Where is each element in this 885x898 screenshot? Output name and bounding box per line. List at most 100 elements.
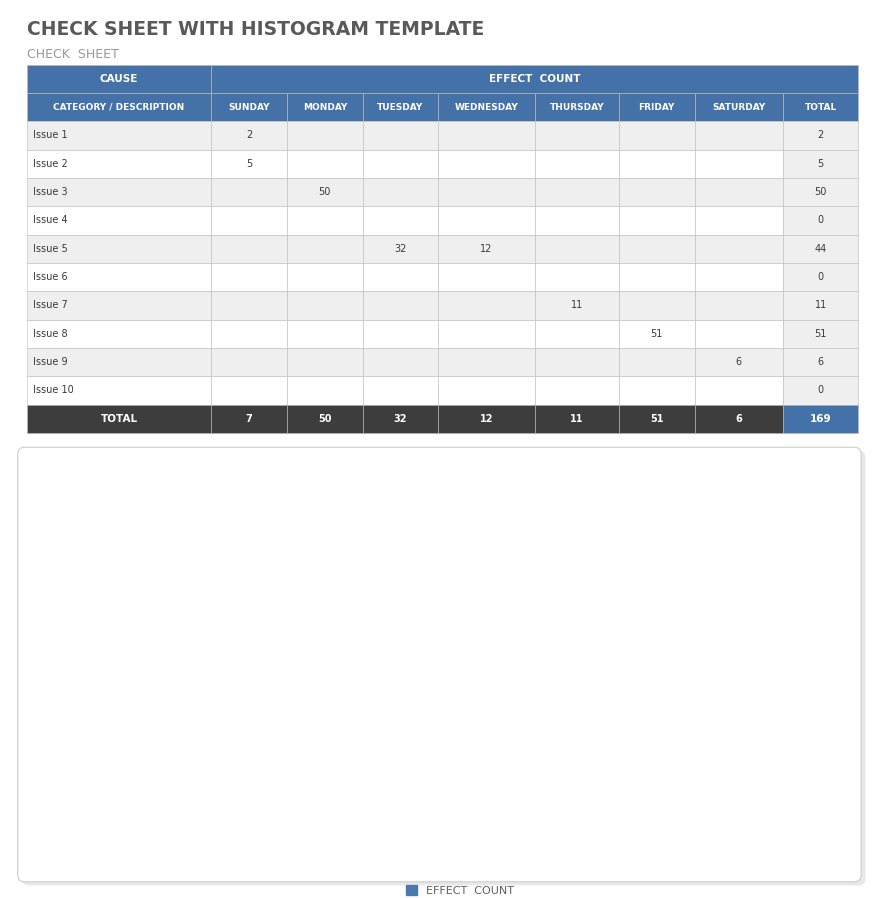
- Bar: [330, 765, 387, 766]
- Bar: [228, 797, 285, 798]
- Bar: [228, 559, 285, 560]
- Bar: [330, 700, 387, 701]
- Bar: [228, 646, 285, 647]
- Bar: [228, 575, 285, 577]
- Bar: [228, 563, 285, 565]
- Bar: [635, 704, 692, 706]
- Bar: [635, 606, 692, 607]
- Bar: [228, 721, 285, 723]
- Bar: [330, 692, 387, 693]
- Bar: [330, 655, 387, 656]
- Bar: [228, 717, 285, 718]
- Bar: [228, 680, 285, 682]
- Bar: [330, 745, 387, 746]
- Bar: [330, 686, 387, 687]
- Bar: [330, 740, 387, 741]
- Text: 0: 0: [818, 216, 824, 225]
- Bar: [635, 825, 692, 826]
- Bar: [635, 670, 692, 671]
- Bar: [635, 797, 692, 798]
- Bar: [635, 645, 692, 647]
- Bar: [330, 755, 387, 756]
- Bar: [635, 609, 692, 611]
- Bar: [228, 546, 285, 548]
- Bar: [635, 546, 692, 548]
- Text: FRIDAY: FRIDAY: [639, 102, 675, 111]
- Bar: [330, 774, 387, 775]
- Bar: [228, 806, 285, 808]
- Bar: [330, 750, 387, 751]
- Bar: [330, 820, 387, 821]
- Bar: [228, 726, 285, 728]
- Text: 32: 32: [394, 414, 407, 424]
- Bar: [330, 668, 387, 669]
- Bar: [228, 819, 285, 821]
- Bar: [228, 762, 285, 764]
- Bar: [330, 801, 387, 802]
- Bar: [635, 760, 692, 761]
- Bar: [635, 611, 692, 612]
- Bar: [330, 802, 387, 803]
- Bar: [228, 684, 285, 686]
- Bar: [228, 670, 285, 672]
- Bar: [228, 720, 285, 721]
- Bar: [635, 541, 692, 542]
- Bar: [635, 678, 692, 680]
- Bar: [330, 673, 387, 674]
- Bar: [228, 596, 285, 597]
- Bar: [635, 795, 692, 796]
- Bar: [228, 768, 285, 770]
- Bar: [635, 710, 692, 712]
- Bar: [330, 790, 387, 791]
- Bar: [635, 580, 692, 581]
- Bar: [228, 582, 285, 584]
- Bar: [635, 776, 692, 777]
- Bar: [330, 806, 387, 807]
- Bar: [330, 663, 387, 664]
- Bar: [330, 749, 387, 750]
- Bar: [228, 604, 285, 606]
- Bar: [228, 818, 285, 819]
- Bar: [330, 705, 387, 706]
- Bar: [635, 628, 692, 629]
- Bar: [635, 542, 692, 543]
- Bar: [635, 593, 692, 594]
- Bar: [330, 651, 387, 652]
- Bar: [330, 732, 387, 733]
- Bar: [635, 625, 692, 626]
- Bar: [635, 691, 692, 693]
- Bar: [635, 658, 692, 659]
- Bar: [330, 797, 387, 798]
- Bar: [635, 742, 692, 744]
- Bar: [228, 731, 285, 733]
- Bar: [228, 692, 285, 694]
- Bar: [635, 648, 692, 649]
- Bar: [635, 700, 692, 701]
- Bar: [228, 691, 285, 692]
- Bar: [228, 765, 285, 767]
- Bar: [330, 826, 387, 827]
- Bar: [228, 668, 285, 670]
- Bar: [635, 696, 692, 697]
- Bar: [228, 584, 285, 585]
- Bar: [330, 716, 387, 717]
- Bar: [330, 777, 387, 778]
- Bar: [330, 815, 387, 816]
- Bar: [635, 614, 692, 616]
- Title: CHECK  SHEET  HISTOGRAM: CHECK SHEET HISTOGRAM: [367, 468, 553, 481]
- Bar: [635, 686, 692, 687]
- Bar: [330, 680, 387, 681]
- Text: 0: 0: [818, 272, 824, 282]
- Bar: [330, 753, 387, 754]
- Bar: [635, 819, 692, 821]
- Bar: [635, 635, 692, 637]
- Bar: [330, 687, 387, 688]
- Bar: [635, 718, 692, 719]
- Bar: [635, 578, 692, 580]
- Bar: [330, 781, 387, 782]
- Text: Issue 9: Issue 9: [33, 357, 67, 367]
- Text: 169: 169: [810, 414, 831, 424]
- Bar: [635, 828, 692, 829]
- Bar: [228, 611, 285, 612]
- Bar: [635, 727, 692, 729]
